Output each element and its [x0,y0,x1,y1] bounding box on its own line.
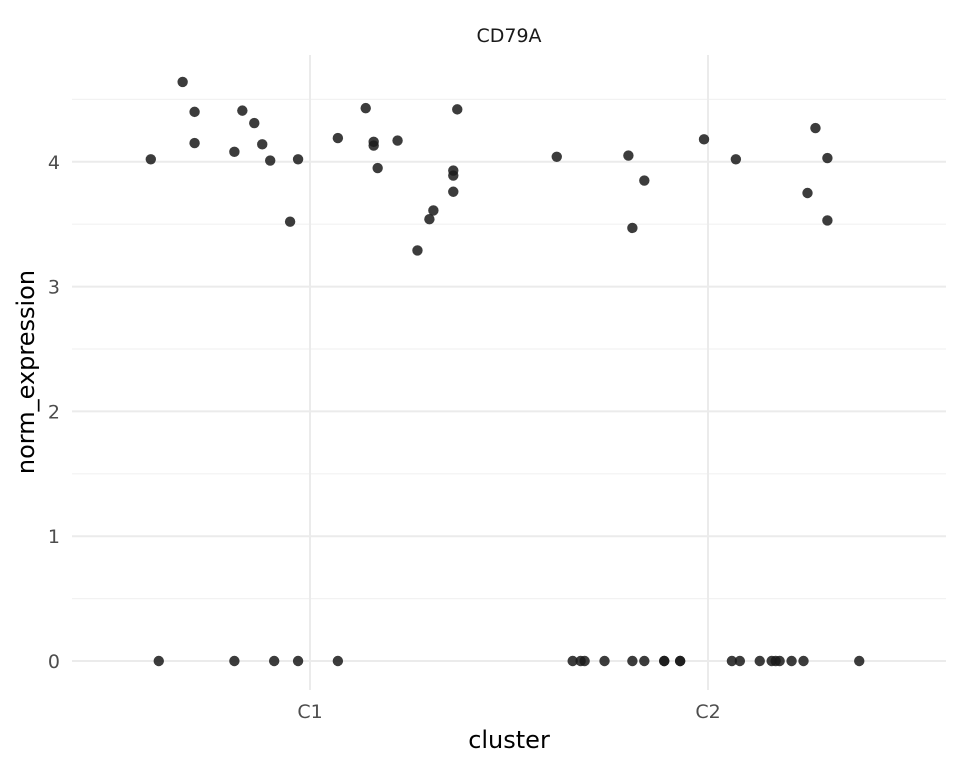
x-tick-label: C1 [297,701,322,723]
x-tick-label: C2 [695,701,720,723]
data-point [372,162,383,174]
data-point [189,106,200,118]
data-point [802,187,813,199]
chart-title: CD79A [476,25,541,47]
data-point [428,205,439,216]
data-point [579,655,590,667]
y-tick-label: 2 [48,401,60,423]
data-point [452,104,463,115]
data-point [448,186,459,197]
data-point [639,655,650,667]
data-point [810,122,821,134]
data-point [189,137,200,149]
data-point [412,245,423,256]
data-point [360,102,371,114]
data-point [448,165,459,176]
data-point [754,655,765,667]
data-point [392,135,403,146]
grid [72,55,946,690]
data-point [292,655,304,667]
data-point [567,655,578,667]
data-point [424,214,435,225]
data-point [177,76,188,88]
data-point [237,105,248,116]
data-point [726,655,738,667]
data-point [257,139,268,150]
data-point [268,655,280,667]
y-tick-label: 1 [48,526,60,548]
data-point [332,655,344,667]
x-axis-title: cluster [468,726,550,754]
data-point [599,655,610,667]
y-tick-label: 0 [48,651,60,673]
data-point [734,655,746,667]
data-point [730,154,742,165]
data-point [627,655,638,667]
data-point [798,655,809,667]
data-point [229,146,240,158]
data-point [627,222,638,234]
y-tick-label: 3 [48,277,60,299]
data-points [145,76,865,667]
data-point [229,655,240,667]
data-point [145,154,156,165]
data-point [551,151,562,163]
data-point [854,655,865,667]
data-point [368,140,379,151]
data-point [153,655,164,667]
data-point [639,175,650,186]
data-point [332,132,344,144]
data-point [822,152,833,164]
data-point [292,154,304,165]
data-point [774,655,785,667]
data-point [659,655,670,667]
data-point [284,216,296,227]
x-tick-labels: C1 C2 [297,701,720,723]
y-tick-labels: 0 1 2 3 4 [48,152,60,673]
data-point [674,655,686,667]
y-axis-title: norm_expression [12,270,40,474]
data-point [265,155,276,166]
data-point [249,117,260,129]
data-point [786,655,797,667]
data-point [698,134,710,145]
data-point [822,215,833,226]
y-tick-label: 4 [48,152,60,174]
data-point [623,150,634,161]
